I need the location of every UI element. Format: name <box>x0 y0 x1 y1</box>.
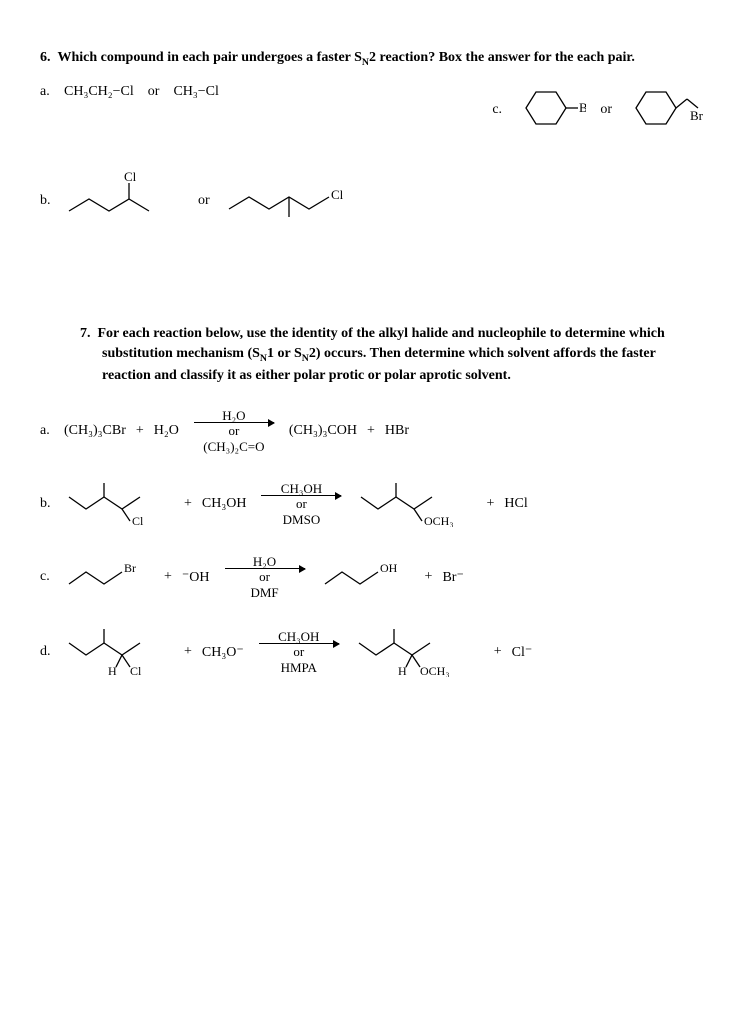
q6-a-or: or <box>148 84 160 100</box>
neopentyl-chloride-icon: Cl <box>224 169 354 234</box>
arrow-icon: CH₃OH or DMSO <box>256 481 346 528</box>
tert-cl-structure-icon: Cl <box>64 477 174 532</box>
svg-text:Cl: Cl <box>132 514 144 527</box>
q7-b-nuc: CH₃OH <box>202 496 247 512</box>
q7-line3: reaction and classify it as either polar… <box>102 368 511 383</box>
q7-rxn-b: b. Cl + CH₃OH CH₃OH or DMSO OCH₃ + HCl <box>40 477 716 532</box>
arrow-icon: CH₃OH or HMPA <box>254 629 344 676</box>
q7-l2a: substitution mechanism (S <box>102 346 260 361</box>
q7-b-label: b. <box>40 496 64 512</box>
q7-d-label: d. <box>40 644 64 660</box>
q6-c-label: c. <box>492 102 516 118</box>
cyclohexyl-bromide-icon: Br <box>516 86 586 135</box>
propyl-br-structure-icon: Br <box>64 558 154 597</box>
svg-text:Cl: Cl <box>130 664 142 677</box>
q6-text-a: Which compound in each pair undergoes a … <box>58 50 362 65</box>
arrow-icon: H₂O or DMF <box>220 554 310 601</box>
q7-c-byproduct: Br⁻ <box>442 569 463 586</box>
q7-header: 7. For each reaction below, use the iden… <box>80 326 716 342</box>
q7-d-byproduct: Cl⁻ <box>512 644 533 661</box>
q7-d-plus1: + <box>184 644 192 660</box>
q6-b-label: b. <box>40 193 64 209</box>
q7-c-bot1: or <box>259 569 270 585</box>
q6-pair-b: b. Cl or Cl <box>40 169 716 234</box>
q6-pair-a: a. CH₃CH₂−Cl or CH₃−Cl <box>40 84 219 100</box>
q7-d-bot1: or <box>293 644 304 660</box>
q7-l2s1: N <box>260 353 267 364</box>
q6-a-label: a. <box>40 84 64 100</box>
svg-text:Cl: Cl <box>124 169 137 184</box>
q7-l2b: 1 or S <box>267 346 302 361</box>
sec-hoch3-structure-icon: H OCH₃ <box>354 623 484 682</box>
q7-rxn-a: a. (CH₃)₃CBr + H₂O H₂O or (CH₃)₂C=O (CH₃… <box>40 408 716 455</box>
arrow-icon: H₂O or (CH₃)₂C=O <box>189 408 279 455</box>
q6-text-b: 2 reaction? Box the answer for the each … <box>369 50 635 65</box>
svg-text:OCH₃: OCH₃ <box>420 664 450 677</box>
q7-b-plus1: + <box>184 496 192 512</box>
q7-l2c: 2) occurs. Then determine which solvent … <box>309 346 656 361</box>
q7-header2: substitution mechanism (SN1 or SN2) occu… <box>80 346 716 364</box>
q7-header3: reaction and classify it as either polar… <box>80 368 716 384</box>
q7-d-bot2: HMPA <box>281 660 317 676</box>
q7-b-plus2: + <box>486 496 494 512</box>
q7-l2s2: N <box>302 353 309 364</box>
q7-a-label: a. <box>40 423 64 439</box>
svg-text:OCH₃: OCH₃ <box>424 514 454 527</box>
sec-hcl-structure-icon: H Cl <box>64 623 174 682</box>
q6-number: 6. <box>40 50 51 65</box>
q7-a-plus1: + <box>136 423 144 439</box>
q7-a-plus2: + <box>367 423 375 439</box>
q7-a-nuc: H₂O <box>154 423 179 439</box>
q7-b-bot2: DMSO <box>283 512 321 528</box>
q7-c-plus1: + <box>164 569 172 585</box>
q7-a-bot1: or <box>228 423 239 439</box>
q6-pair-c: c. Br or Br <box>492 84 706 137</box>
q7-rxn-c: c. Br + ⁻OH H₂O or DMF OH + Br⁻ <box>40 554 716 601</box>
svg-text:Br: Br <box>579 100 586 115</box>
q7-line1: For each reaction below, use the identit… <box>98 326 665 341</box>
q7-c-bot2: DMF <box>250 585 278 601</box>
q7-a-byproduct: HBr <box>385 423 409 439</box>
cyclohexylmethyl-bromide-icon: Br <box>626 84 706 137</box>
svg-text:Br: Br <box>690 108 704 123</box>
q7-b-byproduct: HCl <box>504 496 527 512</box>
q6-c-or: or <box>600 102 612 118</box>
q7-d-plus2: + <box>494 644 502 660</box>
svg-text:H: H <box>108 664 117 677</box>
q6-header: 6. Which compound in each pair undergoes… <box>40 50 716 68</box>
q7-c-plus2: + <box>425 569 433 585</box>
q6-text-sub: N <box>362 57 369 68</box>
q7-a-bot2: (CH₃)₂C=O <box>203 439 264 455</box>
svg-text:OH: OH <box>380 561 398 575</box>
q7-d-nuc: CH₃O⁻ <box>202 644 244 661</box>
q7-rxn-d: d. H Cl + CH₃O⁻ CH₃OH or HMPA H OCH₃ + C… <box>40 623 716 682</box>
tert-och3-structure-icon: OCH₃ <box>356 477 476 532</box>
q7-number: 7. <box>80 326 91 341</box>
svg-text:H: H <box>398 664 407 677</box>
q6-b-or: or <box>198 193 210 209</box>
q7-c-nuc: ⁻OH <box>182 569 210 586</box>
propyl-oh-structure-icon: OH <box>320 558 415 597</box>
q7-a-reactant: (CH₃)₃CBr <box>64 423 126 439</box>
svg-text:Cl: Cl <box>331 187 344 202</box>
svg-text:Br: Br <box>124 561 136 575</box>
q6-a-left: CH₃CH₂−Cl <box>64 84 134 100</box>
q7-b-bot1: or <box>296 496 307 512</box>
q6-a-right: CH₃−Cl <box>173 84 218 100</box>
q7-a-product: (CH₃)₃COH <box>289 423 357 439</box>
q7-c-label: c. <box>40 569 64 585</box>
sec-chloride-icon: Cl <box>64 169 184 234</box>
